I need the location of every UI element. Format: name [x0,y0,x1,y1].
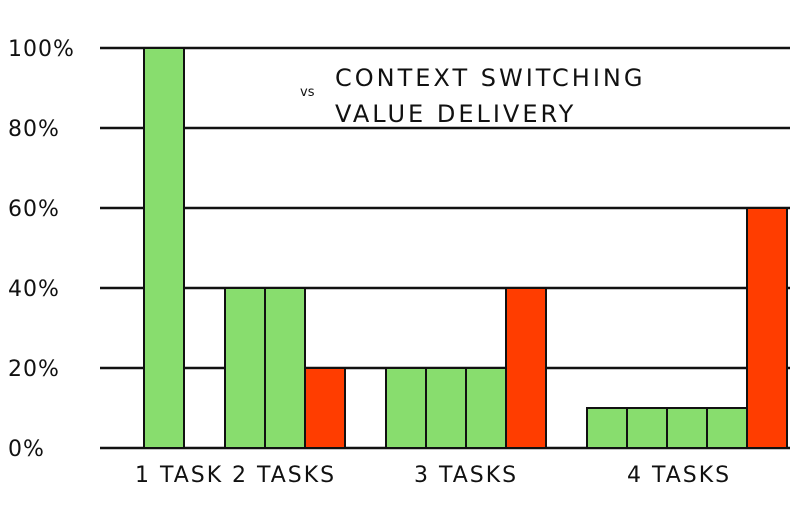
y-tick-label: 80% [8,117,60,142]
bar-value-delivery [224,287,266,449]
x-tick-label: 1 TASK [135,463,223,488]
x-tick-label: 3 TASKS [414,463,518,488]
legend: vs CONTEXT SWITCHING VALUE DELIVERY [300,64,645,128]
bar-value-delivery [626,407,668,449]
y-tick-label: 40% [8,277,60,302]
bar-context-switching [505,287,547,449]
x-tick-label: 4 TASKS [627,463,731,488]
bar-value-delivery [706,407,748,449]
legend-value-delivery: VALUE DELIVERY [335,100,576,128]
bar-value-delivery [465,367,507,449]
bar-value-delivery [264,287,306,449]
y-tick-label: 0% [8,437,45,462]
bar-value-delivery [666,407,708,449]
x-tick-label: 2 TASKS [232,463,336,488]
x-axis-ticks: 1 TASK 2 TASKS 3 TASKS 4 TASKS [135,463,731,488]
bar-value-delivery [143,47,185,449]
bar-value-delivery [586,407,628,449]
y-axis-ticks: 0% 20% 40% 60% 80% 100% [8,37,75,462]
bar-context-switching [746,207,788,449]
bar-value-delivery [385,367,427,449]
y-tick-label: 100% [8,37,75,62]
legend-context-switching: CONTEXT SWITCHING [335,64,645,92]
bar-context-switching [304,367,346,449]
y-tick-label: 20% [8,357,60,382]
y-tick-label: 60% [8,197,60,222]
bar-value-delivery [425,367,467,449]
bars [143,47,788,449]
legend-vs-label: vs [300,85,315,100]
